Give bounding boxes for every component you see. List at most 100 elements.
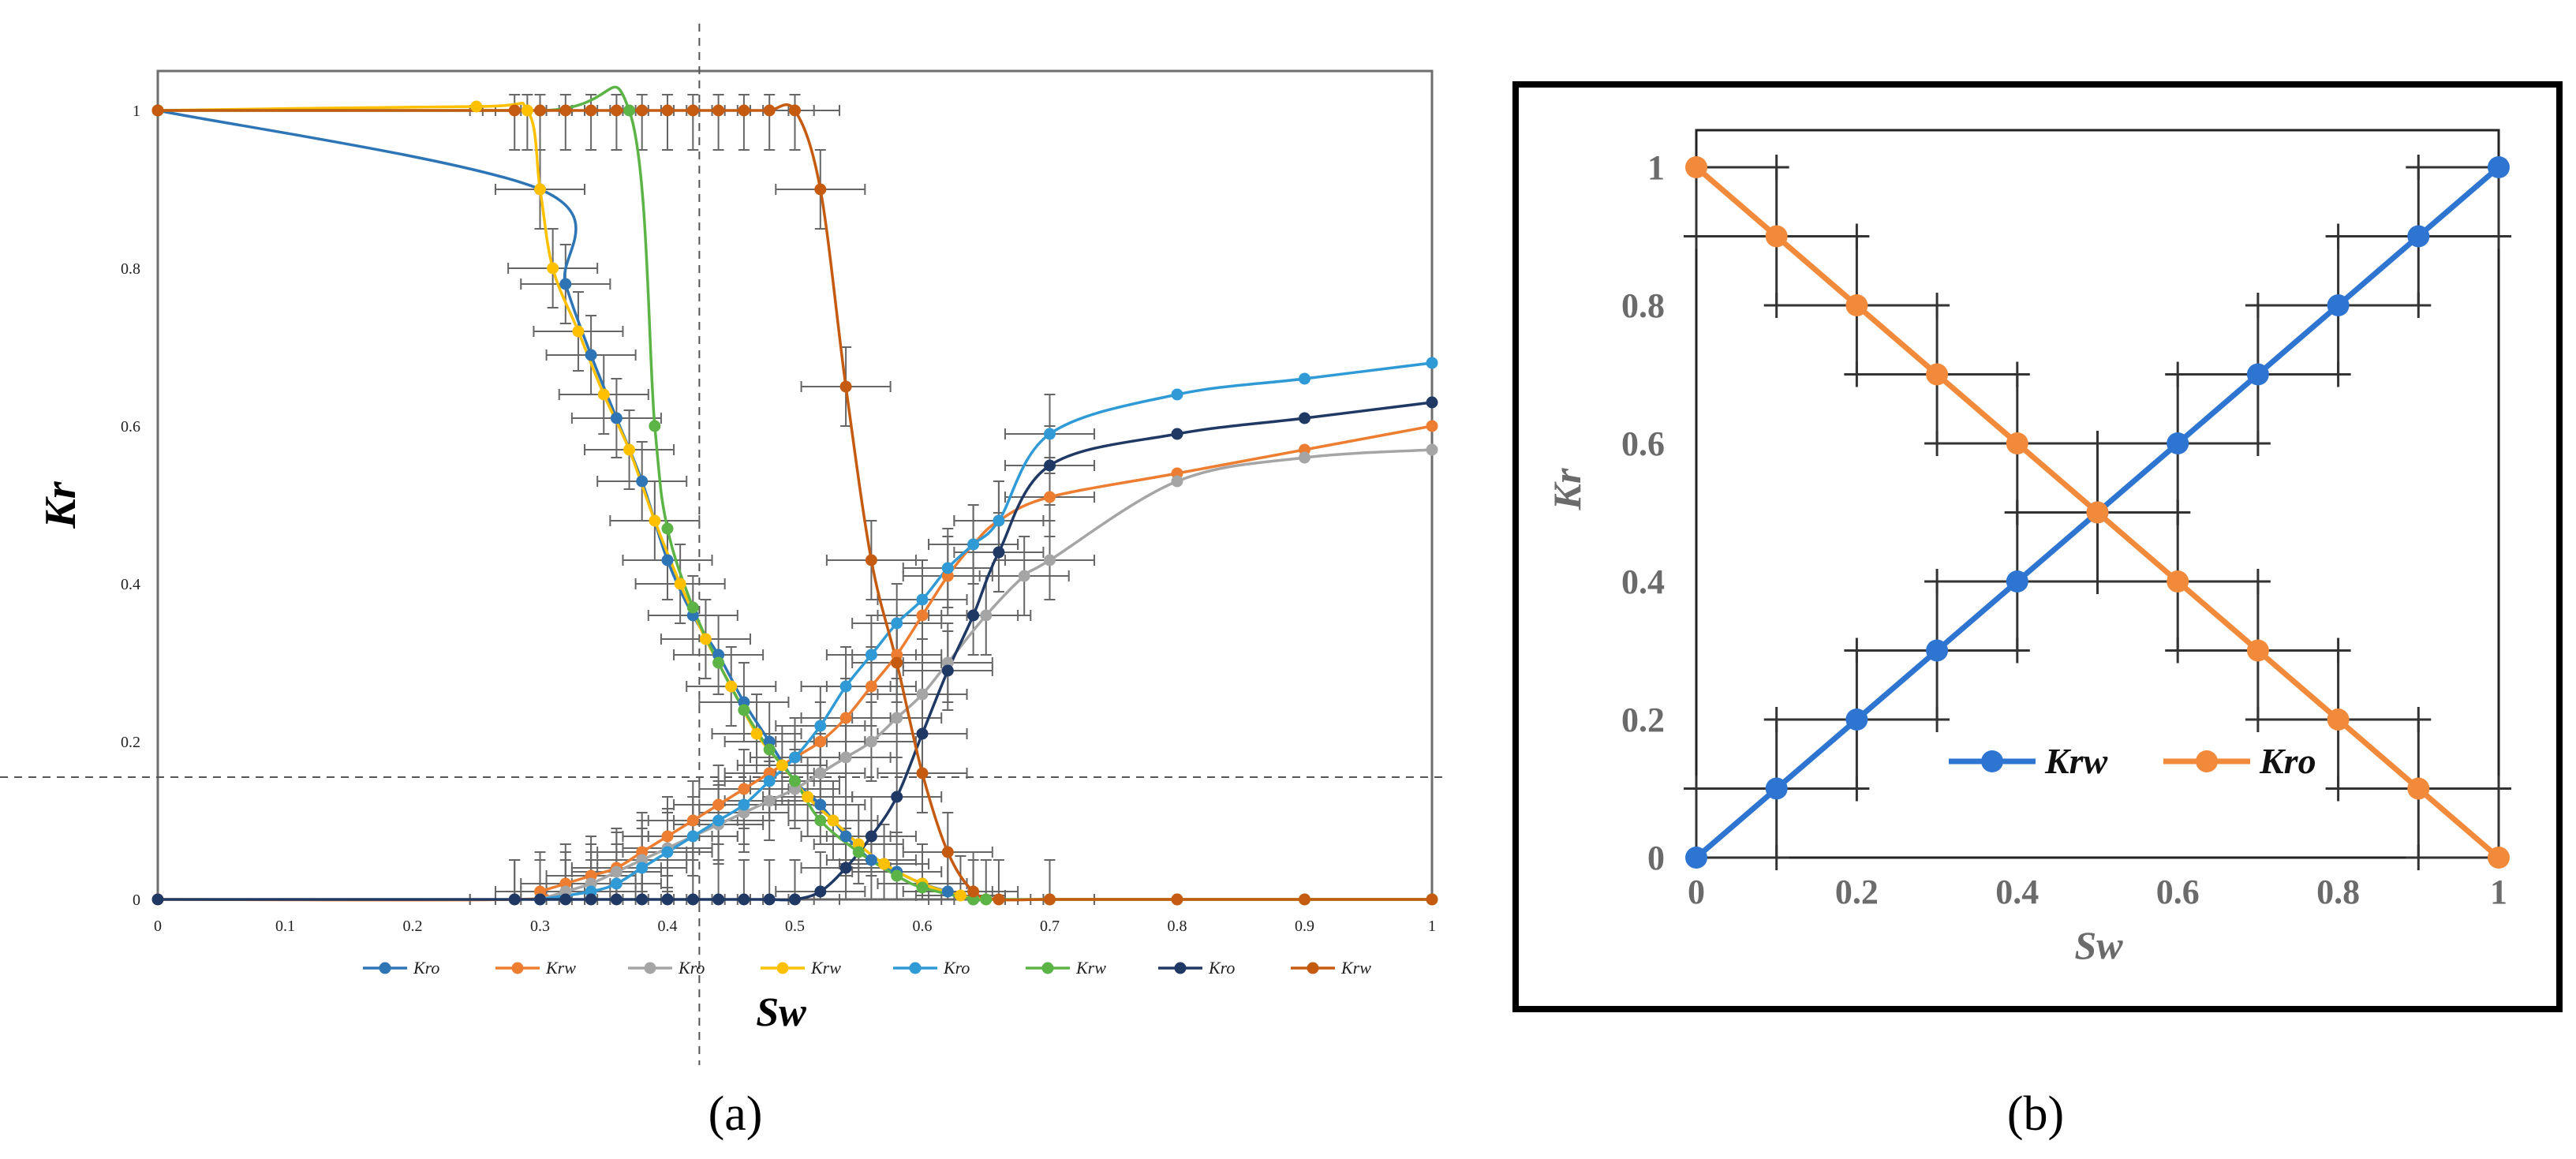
chart-a-errorbar [647,94,738,151]
chart-b-x-tick-label: 0 [1688,873,1705,911]
chart-a-y-tick-label: 0.2 [121,734,140,751]
chart-a-legend-label: Kro [1208,958,1235,978]
chart-a-legend-item: Kro [628,958,705,978]
chart-a-data-point [1426,420,1438,432]
chart-a-data-point [534,183,546,196]
chart-a-data-point [1171,893,1183,906]
chart-a-data-point [610,893,623,906]
chart-a-data-point [610,104,623,117]
chart-a-legend-label: Krw [1075,958,1106,978]
chart-a-data-point [738,704,750,716]
chart-a-data-point [661,893,674,906]
chart-a-legend-item: Krw [495,958,576,978]
chart-a-data-point [470,100,483,113]
chart-b: 0 0.2 0.4 0.6 0.8 1 00.20.40.60.81 Krw Kro Sw … [1512,81,2563,1141]
chart-b-data-point [1685,156,1707,178]
chart-a-data-point [891,791,903,803]
chart-a-data-point [941,562,954,574]
chart-a-data-point [712,104,725,117]
chart-a-legend-swatch-marker [1307,962,1319,974]
chart-a-data-point [521,104,533,117]
chart-a-legend-swatch-marker [1041,962,1054,974]
chart-a-data-point [750,727,763,740]
chart-b-legend-swatch-marker [1981,750,2003,772]
chart-a-data-point [1044,893,1056,906]
chart-a-data-point [916,609,929,622]
chart-a-x-tick-label: 0.2 [403,918,423,935]
chart-b-legend: Krw Kro [1949,741,2316,781]
chart-a-data-point [636,893,649,906]
chart-a-data-point [559,893,572,906]
chart-b-data-point [1926,363,1949,386]
chart-a-data-point [776,759,788,772]
chart-a-x-tick-label: 0.4 [658,918,678,935]
chart-b-data-point [2246,639,2269,662]
chart-b-y-tick-label: 0.6 [1621,424,1665,463]
chart-a-data-point [1426,893,1438,906]
chart-a-data-point [967,538,980,551]
chart-a-data-point [725,680,738,693]
chart-a-data-point [686,893,699,906]
chart-a-data-point [686,814,699,827]
chart-b-data-point [2407,777,2430,800]
chart-a-data-point [1044,459,1056,472]
chart-a-x-tick-label: 0 [154,918,162,935]
chart-a-data-point [738,104,750,117]
chart-b-data-point [2488,156,2510,178]
chart-a-errorbar [749,94,841,151]
chart-a-legend-swatch-marker [1174,962,1187,974]
chart-a-data-point [585,349,597,361]
chart-a-data-point [916,593,929,606]
chart-a-data-point [827,814,839,827]
chart-a-data-point [1299,893,1310,906]
chart-a-errorbar [698,94,790,151]
chart-a-data-point [1299,451,1310,464]
chart-a-data-point [865,649,877,661]
chart-a-data-point [534,104,546,117]
chart-a-legend-swatch-marker [511,962,524,974]
chart-a-data-point [839,712,852,724]
chart-a-x-tick-label: 0.6 [913,918,933,935]
chart-b-data-point [2327,294,2350,316]
chart-b-legend-swatch-marker [2196,750,2218,772]
chart-b-data-point [2488,847,2510,869]
chart-a-data-point [814,767,827,780]
chart-a-data-point [865,830,877,843]
chart-a-data-point [763,893,776,906]
chart-a-data-point [623,104,636,117]
chart-a-y-tick-label: 1 [133,103,140,120]
chart-a-data-point [839,680,852,693]
chart-a-legend-swatch-marker [379,962,391,974]
chart-a-data-point [993,514,1005,527]
chart-b-data-point [1765,225,1788,248]
chart-b-x-tick-label: 1 [2490,873,2507,911]
chart-a-legend-label: Krw [810,958,841,978]
chart-a-legend-item: Krw [1026,958,1106,978]
chart-a-data-point [1171,388,1183,401]
chart-a-data-point [967,885,980,898]
chart-a-data-point [865,854,877,866]
chart-b-data-point [1765,777,1788,800]
chart-a-points [151,100,1438,906]
chart-a-data-point [763,794,776,807]
chart-b-data-point [1685,847,1707,869]
chart-a-data-point [636,104,649,117]
chart-b-x-ticks: 0 0.2 0.4 0.6 0.8 1 [1688,873,2507,911]
chart-b-data-point [1926,639,1949,662]
chart-b-outer-border [1512,81,2563,1012]
chart-a-data-point [151,104,164,117]
chart-a-data-point [559,104,572,117]
chart-a-legend-label: Kro [943,958,970,978]
chart-b-data-point [2246,363,2269,386]
chart-a-data-point [941,885,954,898]
chart-a-data-point [763,743,776,756]
chart-b-y-tick-label: 0.4 [1621,563,1665,601]
chart-a-data-point [623,443,636,456]
chart-b-plot-frame [1695,129,2500,859]
chart-a-data-point [865,680,877,693]
chart-a-data-point [712,656,725,669]
chart-a-errorbar [673,94,765,151]
chart-a-legend-item: Kro [893,958,970,978]
chart-a-data-point [661,830,674,843]
chart-a-data-point [738,893,750,906]
